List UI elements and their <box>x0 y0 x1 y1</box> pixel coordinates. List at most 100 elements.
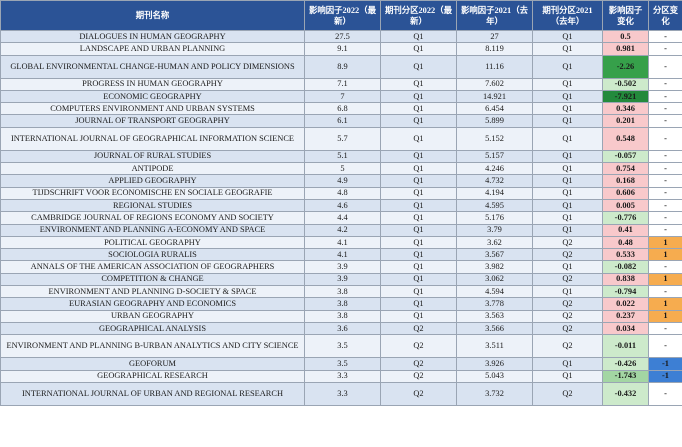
journal-name-cell: GEOGRAPHICAL ANALYSIS <box>0 321 305 336</box>
header-quartile-2021[interactable]: 期刊分区2021（去年） <box>532 0 603 31</box>
table-row[interactable]: JOURNAL OF TRANSPORT GEOGRAPHY 6.1 Q1 5.899… <box>0 114 682 128</box>
journal-name-cell: GLOBAL ENVIRONMENTAL CHANGE-HUMAN AND PO… <box>0 54 305 79</box>
quartile-2022-cell: Q2 <box>380 369 457 383</box>
header-quartile-2022[interactable]: 期刊分区2022（最新） <box>380 0 457 31</box>
quartile-change-cell: - <box>648 334 682 359</box>
table-row[interactable]: ENVIRONMENT AND PLANNING D-SOCIETY & SPA… <box>0 285 682 299</box>
table-row[interactable]: REGIONAL STUDIES 4.6 Q1 4.595 Q1 0.005- <box>0 198 682 213</box>
journal-name-cell: ANTIPODE <box>0 162 305 176</box>
quartile-2022-cell: Q1 <box>380 235 457 250</box>
if-change-cell: 0.754 <box>602 162 649 176</box>
quartile-2021-cell: Q1 <box>532 29 603 44</box>
table-row[interactable]: TIJDSCHRIFT VOOR ECONOMISCHE EN SOCIALE … <box>0 186 682 200</box>
if-2021-cell: 3.62 <box>456 235 533 250</box>
quartile-2022-cell: Q1 <box>380 309 457 323</box>
header-quartile-change[interactable]: 分区变化 <box>648 0 682 31</box>
quartile-2022-cell: Q1 <box>380 260 457 274</box>
if-2021-cell: 5.152 <box>456 126 533 151</box>
quartile-2022-cell: Q1 <box>380 272 457 287</box>
table-row[interactable]: ANTIPODE 5 Q1 4.246 Q1 0.754- <box>0 162 682 176</box>
if-change-cell: -0.011 <box>602 334 649 359</box>
header-if-change[interactable]: 影响因子变化 <box>602 0 649 31</box>
quartile-2021-cell: Q1 <box>532 126 603 151</box>
journal-name-cell: ANNALS OF THE AMERICAN ASSOCIATION OF GE… <box>0 260 305 274</box>
table-row[interactable]: LANDSCAPE AND URBAN PLANNING 9.1 Q1 8.119 Q1… <box>0 42 682 56</box>
table-row[interactable]: GLOBAL ENVIRONMENTAL CHANGE-HUMAN AND PO… <box>0 54 682 79</box>
table-row[interactable]: ECONOMIC GEOGRAPHY 7 Q1 14.921 Q1 -7.921- <box>0 89 682 104</box>
table-row[interactable]: INTERNATIONAL JOURNAL OF URBAN AND REGIO… <box>0 381 682 406</box>
if-2021-cell: 3.566 <box>456 321 533 336</box>
header-if-2022[interactable]: 影响因子2022（最新） <box>304 0 381 31</box>
quartile-2021-cell: Q1 <box>532 357 603 371</box>
if-2022-cell: 3.9 <box>304 272 381 287</box>
if-change-cell: -0.432 <box>602 381 649 406</box>
quartile-2022-cell: Q1 <box>380 198 457 213</box>
quartile-2021-cell: Q1 <box>532 223 603 237</box>
if-change-cell: 0.5 <box>602 29 649 44</box>
table-row[interactable]: COMPETITION & CHANGE 3.9 Q1 3.062 Q2 0.838 1 <box>0 272 682 287</box>
if-2021-cell: 8.119 <box>456 42 533 56</box>
journal-name-cell: ENVIRONMENT AND PLANNING A-ECONOMY AND S… <box>0 223 305 237</box>
if-change-cell: -0.502 <box>602 77 649 91</box>
journal-name-cell: POLITICAL GEOGRAPHY <box>0 235 305 250</box>
quartile-change-cell: - <box>648 162 682 176</box>
quartile-2022-cell: Q1 <box>380 102 457 116</box>
table-row[interactable]: PROGRESS IN HUMAN GEOGRAPHY 7.1 Q1 7.602 Q1-… <box>0 77 682 91</box>
table-row[interactable]: DIALOGUES IN HUMAN GEOGRAPHY 27.5 Q1 27 Q1 0.… <box>0 29 682 44</box>
table-row[interactable]: ENVIRONMENT AND PLANNING B-URBAN ANALYTI… <box>0 334 682 359</box>
quartile-2022-cell: Q2 <box>380 381 457 406</box>
if-change-cell: -1.743 <box>602 369 649 383</box>
quartile-change-cell: - <box>648 174 682 188</box>
table-row[interactable]: GEOFORUM 3.5 Q2 3.926 Q1 -0.426 -1 <box>0 357 682 371</box>
table-row[interactable]: EURASIAN GEOGRAPHY AND ECONOMICS 3.8 Q1 3.7… <box>0 297 682 311</box>
if-2022-cell: 3.8 <box>304 285 381 299</box>
quartile-2021-cell: Q1 <box>532 42 603 56</box>
table-row[interactable]: COMPUTERS ENVIRONMENT AND URBAN SYSTEMS 6… <box>0 102 682 116</box>
table-row[interactable]: URBAN GEOGRAPHY 3.8 Q1 3.563 Q2 0.237 1 <box>0 309 682 323</box>
table-row[interactable]: INTERNATIONAL JOURNAL OF GEOGRAPHICAL IN… <box>0 126 682 151</box>
quartile-change-cell: 1 <box>648 272 682 287</box>
quartile-change-cell: - <box>648 114 682 128</box>
table-row[interactable]: CAMBRIDGE JOURNAL OF REGIONS ECONOMY AND… <box>0 211 682 225</box>
if-change-cell: -0.776 <box>602 211 649 225</box>
if-2022-cell: 4.6 <box>304 198 381 213</box>
table-row[interactable]: GEOGRAPHICAL RESEARCH 3.3 Q2 5.043 Q1 -1.743-… <box>0 369 682 383</box>
quartile-2022-cell: Q1 <box>380 42 457 56</box>
table-row[interactable]: SOCIOLOGIA RURALIS 4.1 Q1 3.567 Q2 0.533 1 <box>0 248 682 262</box>
if-2021-cell: 5.176 <box>456 211 533 225</box>
quartile-2022-cell: Q1 <box>380 54 457 79</box>
if-change-cell: 0.48 <box>602 235 649 250</box>
journal-name-cell: DIALOGUES IN HUMAN GEOGRAPHY <box>0 29 305 44</box>
if-2021-cell: 4.194 <box>456 186 533 200</box>
quartile-2021-cell: Q1 <box>532 198 603 213</box>
if-change-cell: -0.057 <box>602 149 649 164</box>
header-journal-name[interactable]: 期刊名称 <box>0 0 305 31</box>
quartile-2021-cell: Q1 <box>532 77 603 91</box>
table-row[interactable]: ANNALS OF THE AMERICAN ASSOCIATION OF GE… <box>0 260 682 274</box>
table-row[interactable]: JOURNAL OF RURAL STUDIES 5.1 Q1 5.157 Q1 -0.0… <box>0 149 682 164</box>
quartile-2021-cell: Q2 <box>532 334 603 359</box>
if-change-cell: 0.981 <box>602 42 649 56</box>
table-row[interactable]: POLITICAL GEOGRAPHY 4.1 Q1 3.62 Q2 0.48 1 <box>0 235 682 250</box>
journal-name-cell: ENVIRONMENT AND PLANNING D-SOCIETY & SPA… <box>0 285 305 299</box>
quartile-change-cell: 1 <box>648 248 682 262</box>
if-2021-cell: 3.511 <box>456 334 533 359</box>
quartile-change-cell: - <box>648 321 682 336</box>
if-2022-cell: 4.1 <box>304 235 381 250</box>
journal-name-cell: COMPUTERS ENVIRONMENT AND URBAN SYSTEMS <box>0 102 305 116</box>
table-row[interactable]: GEOGRAPHICAL ANALYSIS 3.6 Q2 3.566 Q2 0.034- <box>0 321 682 336</box>
if-2021-cell: 11.16 <box>456 54 533 79</box>
table-row[interactable]: APPLIED GEOGRAPHY 4.9 Q1 4.732 Q1 0.168- <box>0 174 682 188</box>
if-2022-cell: 3.8 <box>304 309 381 323</box>
table-row[interactable]: ENVIRONMENT AND PLANNING A-ECONOMY AND S… <box>0 223 682 237</box>
quartile-change-cell: -1 <box>648 357 682 371</box>
if-change-cell: 0.41 <box>602 223 649 237</box>
if-2021-cell: 4.732 <box>456 174 533 188</box>
quartile-2021-cell: Q1 <box>532 211 603 225</box>
header-if-2021[interactable]: 影响因子2021（去年） <box>456 0 533 31</box>
if-change-cell: -0.426 <box>602 357 649 371</box>
quartile-2022-cell: Q2 <box>380 357 457 371</box>
if-2021-cell: 3.926 <box>456 357 533 371</box>
if-2022-cell: 8.9 <box>304 54 381 79</box>
if-change-cell: 0.201 <box>602 114 649 128</box>
